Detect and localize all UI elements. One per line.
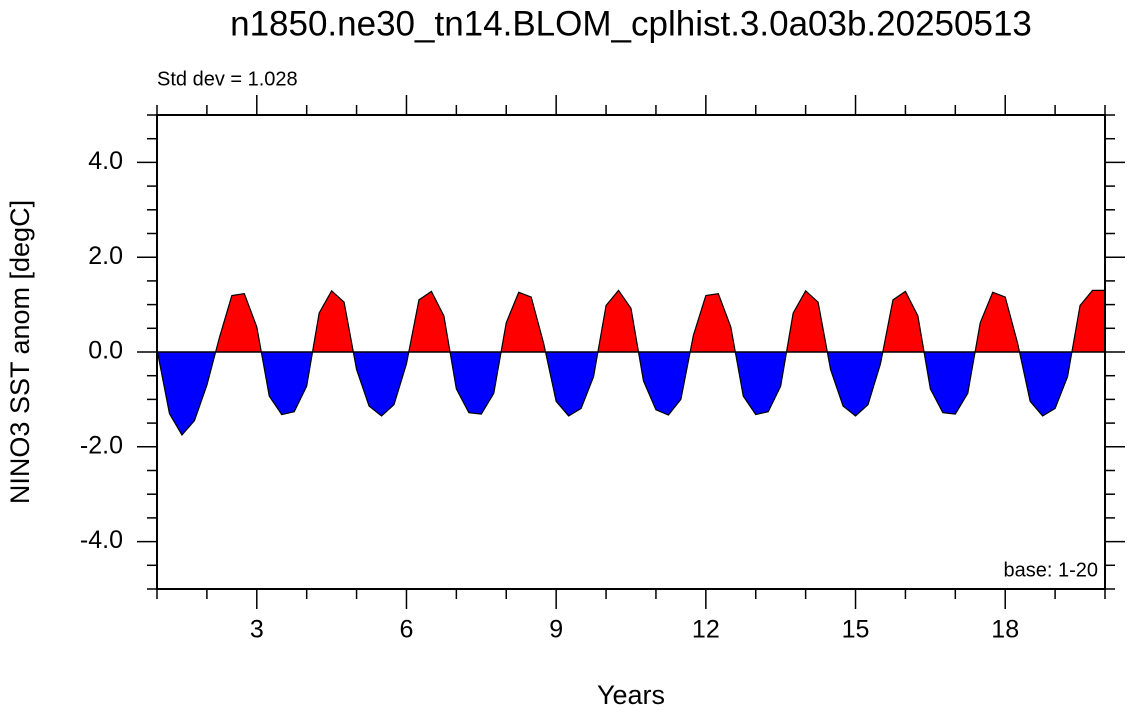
subtitle: Std dev = 1.028	[157, 68, 298, 90]
x-tick-label: 18	[991, 616, 1019, 644]
y-tick-label: 4.0	[88, 147, 123, 175]
y-axis-label: NINO3 SST anom [degC]	[5, 200, 35, 504]
x-axis-label: Years	[597, 680, 665, 710]
x-tick-label: 15	[842, 616, 870, 644]
line	[156, 289, 1105, 436]
y-tick-label: -2.0	[80, 431, 123, 459]
chart-title: n1850.ne30_tn14.BLOM_cplhist.3.0a03b.202…	[230, 4, 1032, 43]
y-tick-label: 2.0	[88, 242, 123, 270]
x-tick-label: 12	[692, 616, 720, 644]
x-tick-label: 6	[400, 616, 414, 644]
x-tick-label: 3	[250, 616, 264, 644]
annotation: base: 1-20	[1003, 559, 1098, 581]
area-below	[157, 352, 1105, 435]
y-tick-label: 0.0	[88, 337, 123, 365]
x-tick-label: 9	[549, 616, 563, 644]
y-tick-label: -4.0	[80, 526, 123, 554]
area-above	[157, 290, 1105, 352]
